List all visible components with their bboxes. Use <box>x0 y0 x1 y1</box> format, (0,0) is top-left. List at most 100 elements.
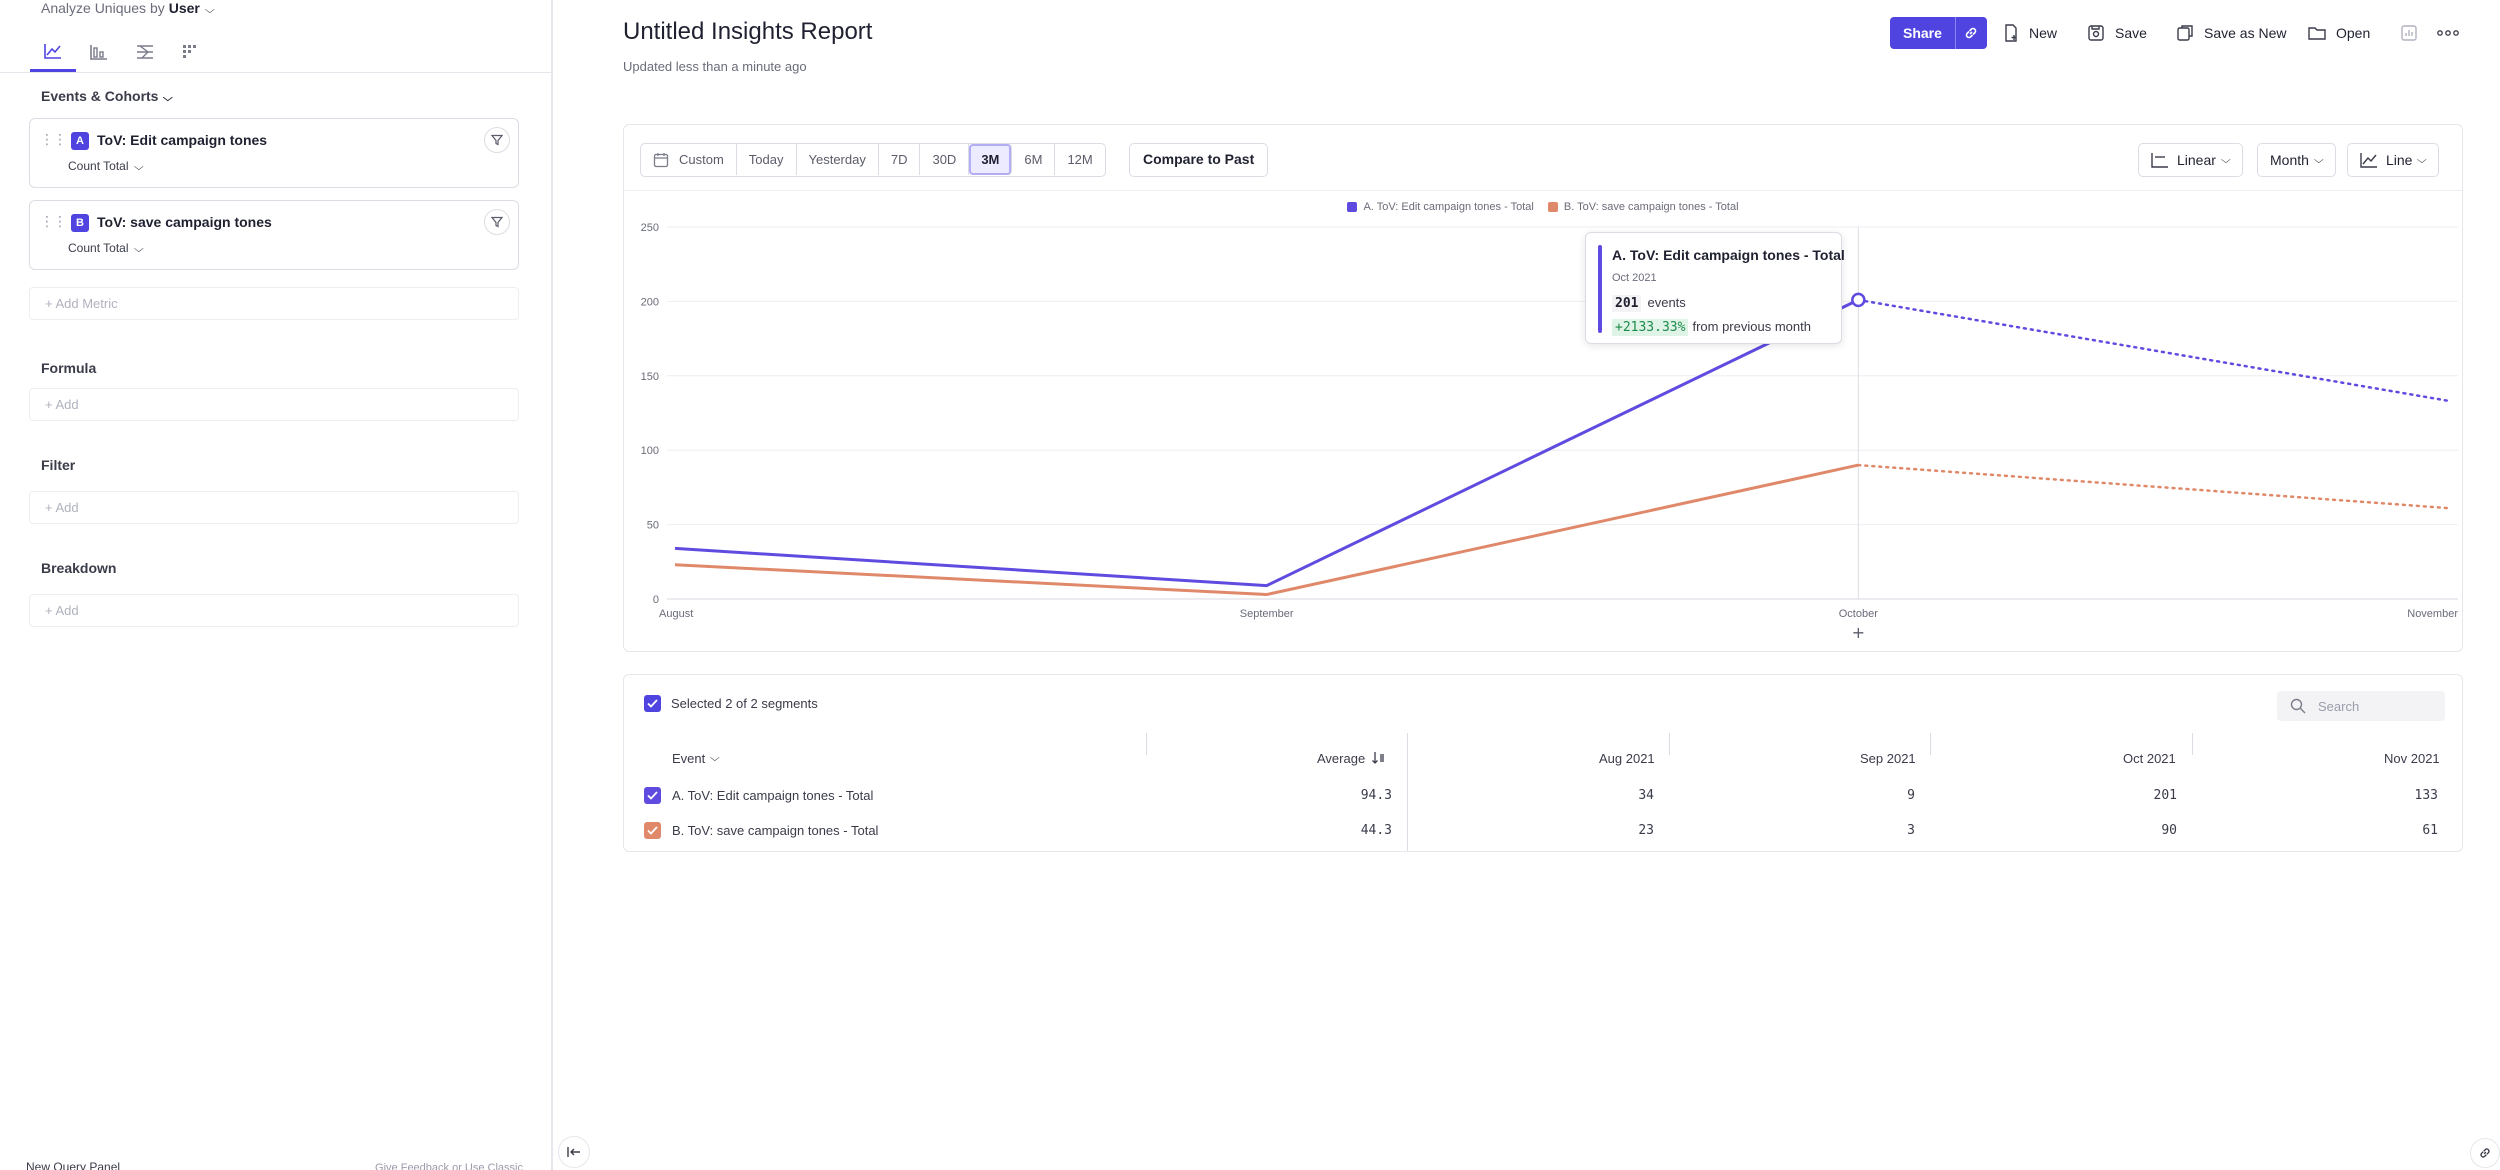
metric-badge-b: B <box>71 214 89 232</box>
axis-scale-icon <box>2151 153 2168 168</box>
report-title[interactable]: Untitled Insights Report <box>623 18 873 45</box>
feedback-link[interactable]: Give Feedback or Use Classic <box>375 1162 523 1170</box>
column-header-average[interactable]: Average <box>1317 741 1385 775</box>
filter-icon[interactable] <box>484 127 510 153</box>
copy-link-icon[interactable] <box>1955 17 1987 49</box>
link-icon[interactable] <box>2470 1138 2500 1168</box>
drag-handle-icon[interactable]: ⋮⋮ <box>40 131 67 147</box>
save-button[interactable]: Save <box>2087 17 2147 49</box>
retention-view-icon[interactable] <box>168 32 214 72</box>
date-range-custom[interactable]: Custom <box>641 144 737 175</box>
table-search-input[interactable]: Search <box>2277 691 2445 721</box>
sidebar-divider <box>0 72 551 73</box>
collapse-panel-icon[interactable] <box>558 1136 590 1168</box>
view-tabs <box>30 32 214 72</box>
column-header-oct-2021[interactable]: Oct 2021 <box>2123 750 2176 766</box>
open-label: Open <box>2336 25 2371 41</box>
chevron-down-icon: ⌵ <box>204 5 215 16</box>
line-chart[interactable]: 0 50 100 150 200 250 August September October Nov… <box>624 125 2464 653</box>
chevron-down-icon: ⌵ <box>2417 154 2428 166</box>
y-tick-label: 100 <box>641 445 659 457</box>
compare-to-past-button[interactable]: Compare to Past <box>1129 143 1269 177</box>
chevron-down-icon: ⌵ <box>133 162 144 173</box>
select-all-segments[interactable]: Selected 2 of 2 segments <box>644 695 818 712</box>
open-button[interactable]: Open <box>2308 17 2370 49</box>
y-tick-label: 50 <box>647 520 659 532</box>
y-tick-label: 0 <box>653 594 659 606</box>
insights-view-icon[interactable] <box>30 32 76 72</box>
save-as-new-label: Save as New <box>2204 25 2287 41</box>
add-breakdown-button[interactable]: + Add <box>29 594 519 627</box>
date-range-today[interactable]: Today <box>737 144 797 175</box>
new-file-icon <box>2005 24 2017 42</box>
new-report-button[interactable]: New <box>2003 17 2057 49</box>
interval-selector[interactable]: Month ⌵ <box>2257 143 2336 177</box>
save-icon <box>2088 25 2104 41</box>
chevron-down-icon: ⌵ <box>2313 154 2324 166</box>
search-icon <box>2290 698 2306 714</box>
flows-view-icon[interactable] <box>122 32 168 72</box>
series-partial-line-a <box>1857 298 2452 403</box>
query-sidebar: Analyze Uniques by User ⌵ Events & Cohorts… <box>0 0 553 1170</box>
share-button[interactable]: Share <box>1890 17 1956 49</box>
metric-name[interactable]: ToV: save campaign tones <box>97 214 272 230</box>
metric-aggregation: Count Total <box>68 159 129 173</box>
metric-aggregation-selector[interactable]: Count Total ⌵ <box>68 159 144 173</box>
analyze-uniques-selector[interactable]: Analyze Uniques by User ⌵ <box>41 0 215 16</box>
add-formula-button[interactable]: + Add <box>29 388 519 421</box>
checkbox-checked-icon[interactable] <box>644 695 661 712</box>
chart-legend: A. ToV: Edit campaign tones - Total B. T… <box>624 201 2462 213</box>
save-as-new-button[interactable]: Save as New <box>2176 17 2286 49</box>
date-range-6m[interactable]: 6M <box>1012 144 1056 175</box>
search-placeholder: Search <box>2318 698 2360 714</box>
date-range-30d[interactable]: 30D <box>920 144 970 175</box>
add-metric-button[interactable]: + Add Metric <box>29 287 519 320</box>
column-header-sep-2021[interactable]: Sep 2021 <box>1860 750 1916 766</box>
date-range-12m[interactable]: 12M <box>1067 152 1093 167</box>
add-annotation-icon: + <box>1852 623 1865 642</box>
table-row[interactable]: A. ToV: Edit campaign tones - Total 94.3… <box>624 779 2462 813</box>
legend-item-a[interactable]: A. ToV: Edit campaign tones - Total <box>1347 201 1534 213</box>
y-tick-label: 200 <box>641 296 659 308</box>
column-header-event[interactable]: Event ⌵ <box>672 741 720 775</box>
dashboard-add-icon[interactable] <box>2400 17 2428 49</box>
checkbox-checked-icon[interactable] <box>644 787 661 804</box>
checkbox-checked-icon[interactable] <box>644 822 661 839</box>
row-value-aug: 34 <box>1638 788 1654 803</box>
table-row[interactable]: B. ToV: save campaign tones - Total 44.3… <box>624 814 2462 848</box>
legend-item-b[interactable]: B. ToV: save campaign tones - Total <box>1547 201 1739 213</box>
line-chart-icon <box>2360 153 2377 168</box>
date-range-selector: Custom Today Yesterday 7D 30D 3M 6M 12M <box>640 143 1106 177</box>
chart-type-selector[interactable]: Line ⌵ <box>2347 143 2440 177</box>
selected-segments-text: Selected 2 of 2 segments <box>671 696 818 711</box>
metric-name[interactable]: ToV: Edit campaign tones <box>97 132 268 148</box>
date-range-7d[interactable]: 7D <box>879 144 921 175</box>
scale-selector[interactable]: Linear ⌵ <box>2138 143 2243 177</box>
drag-handle-icon[interactable]: ⋮⋮ <box>40 213 67 229</box>
metric-card-a[interactable]: ⋮⋮ A ToV: Edit campaign tones Count Tota… <box>29 118 519 188</box>
events-cohorts-header[interactable]: Events & Cohorts ⌵ <box>41 88 173 104</box>
chart-card: Custom Today Yesterday 7D 30D 3M 6M 12M … <box>623 124 2463 652</box>
new-query-panel-label: New Query Panel <box>26 1160 121 1170</box>
series-partial-line-b <box>1857 463 2452 510</box>
add-filter-button[interactable]: + Add <box>29 491 519 524</box>
interval-label: Month <box>2270 152 2309 168</box>
row-average: 44.3 <box>1360 823 1392 838</box>
date-range-3m[interactable]: 3M <box>969 144 1013 175</box>
column-header-aug-2021[interactable]: Aug 2021 <box>1599 750 1655 766</box>
new-label: New <box>2029 25 2058 41</box>
filter-header: Filter <box>41 457 76 473</box>
filter-icon[interactable] <box>484 209 510 235</box>
funnels-view-icon[interactable] <box>76 32 122 72</box>
legend-label-b: B. ToV: save campaign tones - Total <box>1563 201 1739 213</box>
save-label: Save <box>2115 25 2147 41</box>
chart-type-label: Line <box>2386 152 2413 168</box>
x-tick-label: August <box>659 608 693 620</box>
column-header-nov-2021[interactable]: Nov 2021 <box>2384 750 2440 766</box>
metric-aggregation-selector[interactable]: Count Total ⌵ <box>68 241 143 255</box>
more-options-icon[interactable] <box>2437 17 2469 49</box>
row-value-oct: 201 <box>2153 788 2177 803</box>
metric-card-b[interactable]: ⋮⋮ B ToV: save campaign tones Count Tota… <box>29 200 519 270</box>
date-range-yesterday[interactable]: Yesterday <box>797 144 879 175</box>
chevron-down-icon: ⌵ <box>710 752 720 764</box>
